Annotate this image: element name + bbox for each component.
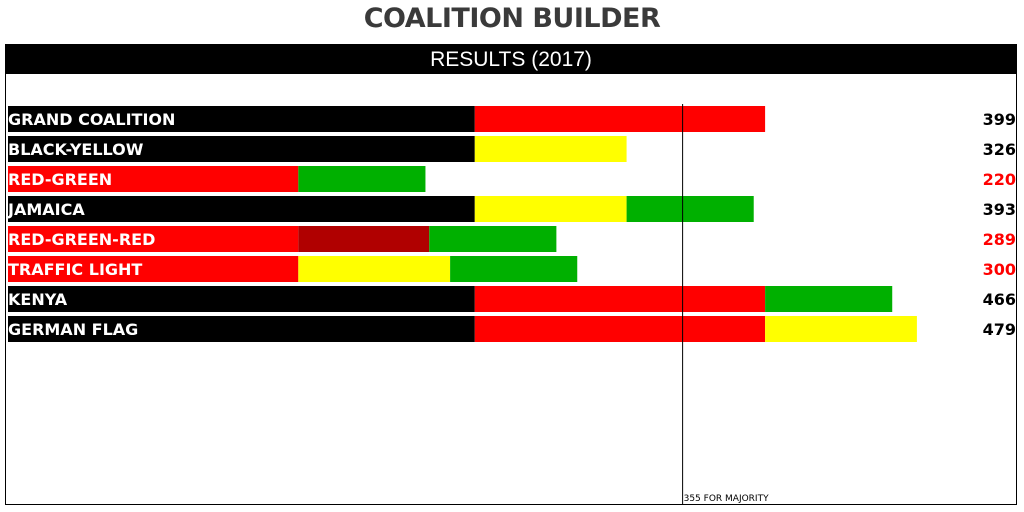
bar-segment-lnk <box>298 226 430 252</box>
chart-header: RESULTS (2017) <box>6 45 1016 74</box>
bar-segment-grn <box>450 256 578 282</box>
bar-segment-grn <box>429 226 557 252</box>
bar-segment-spd <box>474 316 766 342</box>
bar-segment-fdp <box>765 316 917 342</box>
bar-segment-cdu <box>8 106 475 132</box>
bar-segment-cdu <box>8 136 475 162</box>
bar-label: KENYA <box>8 290 68 309</box>
bar-segment-cdu <box>8 286 475 312</box>
bar-label: RED-GREEN-RED <box>8 230 155 249</box>
value-label: 399 <box>983 110 1016 129</box>
value-label: 479 <box>983 320 1016 339</box>
value-label: 300 <box>983 260 1016 279</box>
bar-segment-spd <box>8 166 299 192</box>
bar-segment-spd <box>474 286 766 312</box>
bar-segment-fdp <box>474 196 627 222</box>
value-label: 326 <box>983 140 1016 159</box>
page-title: COALITION BUILDER <box>363 3 661 34</box>
bar-segment-fdp <box>298 256 451 282</box>
bar-label: GERMAN FLAG <box>8 320 138 339</box>
bar-segment-grn <box>626 196 754 222</box>
bar-segment-fdp <box>474 136 627 162</box>
bar-segment-spd <box>8 256 299 282</box>
bar-segment-cdu <box>8 196 475 222</box>
majority-label: 355 FOR MAJORITY <box>684 494 769 504</box>
chart-frame: RESULTS (2017) <box>5 44 1017 505</box>
value-label: 289 <box>983 230 1016 249</box>
bar-segment-spd <box>474 106 766 132</box>
value-label: 393 <box>983 200 1016 219</box>
bar-segment-grn <box>765 286 893 312</box>
bar-label: GRAND COALITION <box>8 110 175 129</box>
bar-segment-cdu <box>8 316 475 342</box>
value-label: 220 <box>983 170 1016 189</box>
bar-label: BLACK-YELLOW <box>8 140 144 159</box>
value-label: 466 <box>983 290 1016 309</box>
bar-label: JAMAICA <box>7 200 85 219</box>
bar-segment-grn <box>298 166 426 192</box>
bar-label: RED-GREEN <box>8 170 112 189</box>
bar-label: TRAFFIC LIGHT <box>8 260 142 279</box>
bar-segment-spd <box>8 226 299 252</box>
